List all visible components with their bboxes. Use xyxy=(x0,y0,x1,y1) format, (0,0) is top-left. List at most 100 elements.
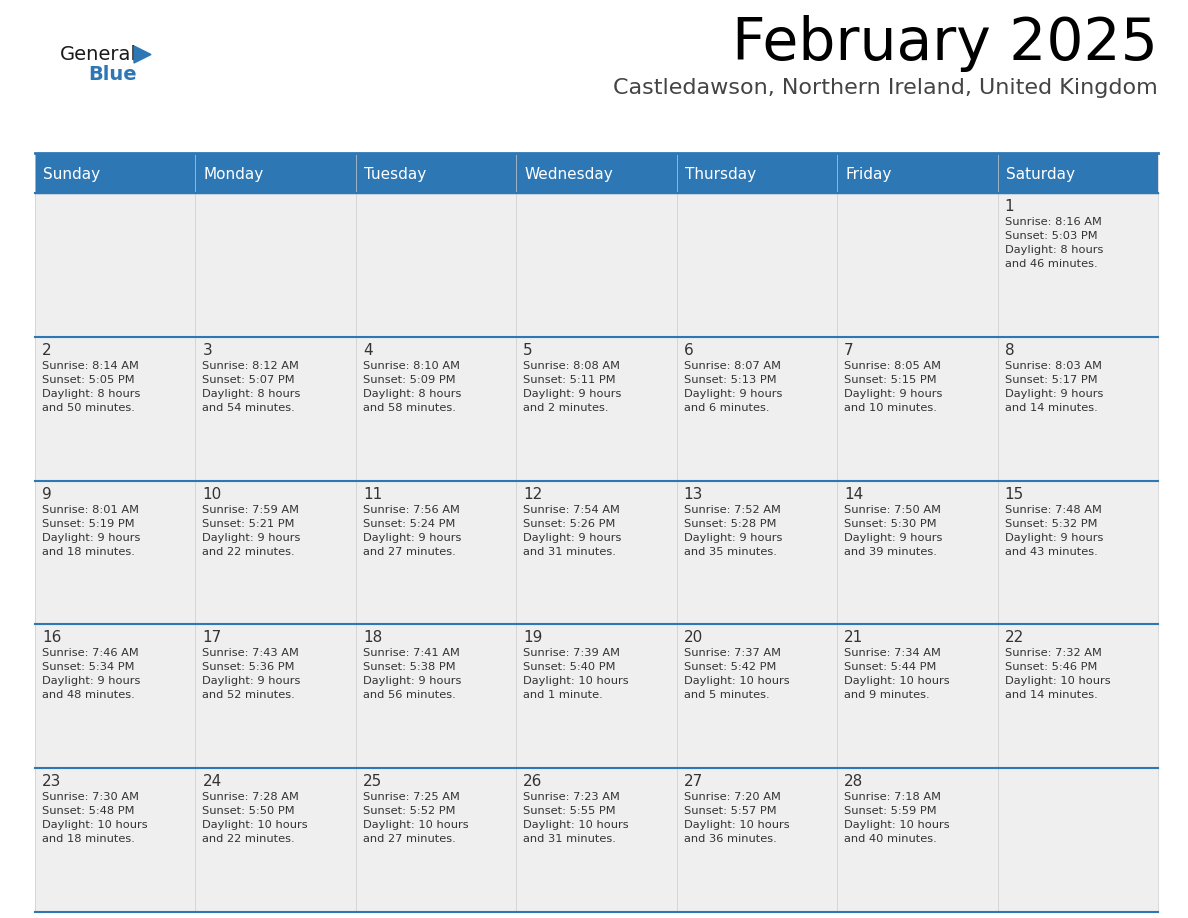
Text: 19: 19 xyxy=(523,631,543,645)
Bar xyxy=(196,337,356,481)
Text: 4: 4 xyxy=(362,342,373,358)
Bar xyxy=(356,768,517,912)
Bar xyxy=(517,481,677,624)
Text: 28: 28 xyxy=(845,774,864,789)
Text: Sunrise: 7:50 AM
Sunset: 5:30 PM
Daylight: 9 hours
and 39 minutes.: Sunrise: 7:50 AM Sunset: 5:30 PM Dayligh… xyxy=(845,505,942,556)
Bar xyxy=(998,193,1158,337)
Bar xyxy=(356,337,517,481)
Text: Sunrise: 7:52 AM
Sunset: 5:28 PM
Daylight: 9 hours
and 35 minutes.: Sunrise: 7:52 AM Sunset: 5:28 PM Dayligh… xyxy=(684,505,782,556)
Bar xyxy=(677,624,838,768)
Bar xyxy=(356,481,517,624)
Text: 12: 12 xyxy=(523,487,543,501)
Text: Sunrise: 7:37 AM
Sunset: 5:42 PM
Daylight: 10 hours
and 5 minutes.: Sunrise: 7:37 AM Sunset: 5:42 PM Dayligh… xyxy=(684,648,789,700)
Bar xyxy=(998,481,1158,624)
Text: Tuesday: Tuesday xyxy=(364,166,426,182)
Bar xyxy=(838,337,998,481)
Text: 9: 9 xyxy=(42,487,52,501)
Text: Sunrise: 7:39 AM
Sunset: 5:40 PM
Daylight: 10 hours
and 1 minute.: Sunrise: 7:39 AM Sunset: 5:40 PM Dayligh… xyxy=(523,648,628,700)
Text: Friday: Friday xyxy=(845,166,891,182)
Bar xyxy=(196,624,356,768)
Text: Sunrise: 7:25 AM
Sunset: 5:52 PM
Daylight: 10 hours
and 27 minutes.: Sunrise: 7:25 AM Sunset: 5:52 PM Dayligh… xyxy=(362,792,468,845)
Text: Sunrise: 7:54 AM
Sunset: 5:26 PM
Daylight: 9 hours
and 31 minutes.: Sunrise: 7:54 AM Sunset: 5:26 PM Dayligh… xyxy=(523,505,621,556)
Text: General: General xyxy=(61,45,137,64)
Text: Sunrise: 7:34 AM
Sunset: 5:44 PM
Daylight: 10 hours
and 9 minutes.: Sunrise: 7:34 AM Sunset: 5:44 PM Dayligh… xyxy=(845,648,949,700)
Text: 26: 26 xyxy=(523,774,543,789)
Text: 11: 11 xyxy=(362,487,383,501)
Text: Thursday: Thursday xyxy=(684,166,756,182)
Text: 1: 1 xyxy=(1005,199,1015,214)
Text: Sunrise: 7:32 AM
Sunset: 5:46 PM
Daylight: 10 hours
and 14 minutes.: Sunrise: 7:32 AM Sunset: 5:46 PM Dayligh… xyxy=(1005,648,1111,700)
Bar xyxy=(34,337,196,481)
Text: Wednesday: Wednesday xyxy=(524,166,613,182)
Text: 15: 15 xyxy=(1005,487,1024,501)
Bar xyxy=(998,624,1158,768)
Text: 10: 10 xyxy=(202,487,222,501)
Text: Castledawson, Northern Ireland, United Kingdom: Castledawson, Northern Ireland, United K… xyxy=(613,78,1158,98)
Text: 5: 5 xyxy=(523,342,533,358)
Bar xyxy=(838,768,998,912)
Text: Saturday: Saturday xyxy=(1005,166,1075,182)
Text: 7: 7 xyxy=(845,342,854,358)
Bar xyxy=(34,624,196,768)
Polygon shape xyxy=(134,46,151,63)
Text: 6: 6 xyxy=(684,342,694,358)
Text: 17: 17 xyxy=(202,631,222,645)
Text: Sunday: Sunday xyxy=(43,166,100,182)
Bar xyxy=(998,768,1158,912)
Text: Sunrise: 7:23 AM
Sunset: 5:55 PM
Daylight: 10 hours
and 31 minutes.: Sunrise: 7:23 AM Sunset: 5:55 PM Dayligh… xyxy=(523,792,628,845)
Text: Sunrise: 8:16 AM
Sunset: 5:03 PM
Daylight: 8 hours
and 46 minutes.: Sunrise: 8:16 AM Sunset: 5:03 PM Dayligh… xyxy=(1005,217,1102,269)
Text: Blue: Blue xyxy=(88,65,137,84)
Text: Sunrise: 7:18 AM
Sunset: 5:59 PM
Daylight: 10 hours
and 40 minutes.: Sunrise: 7:18 AM Sunset: 5:59 PM Dayligh… xyxy=(845,792,949,845)
Text: 14: 14 xyxy=(845,487,864,501)
Bar xyxy=(677,768,838,912)
Text: Sunrise: 7:30 AM
Sunset: 5:48 PM
Daylight: 10 hours
and 18 minutes.: Sunrise: 7:30 AM Sunset: 5:48 PM Dayligh… xyxy=(42,792,147,845)
Text: Sunrise: 7:28 AM
Sunset: 5:50 PM
Daylight: 10 hours
and 22 minutes.: Sunrise: 7:28 AM Sunset: 5:50 PM Dayligh… xyxy=(202,792,308,845)
Bar xyxy=(34,768,196,912)
Bar xyxy=(517,624,677,768)
Text: February 2025: February 2025 xyxy=(732,15,1158,72)
Bar xyxy=(196,193,356,337)
Text: 13: 13 xyxy=(684,487,703,501)
Text: Sunrise: 7:20 AM
Sunset: 5:57 PM
Daylight: 10 hours
and 36 minutes.: Sunrise: 7:20 AM Sunset: 5:57 PM Dayligh… xyxy=(684,792,789,845)
Text: Sunrise: 8:01 AM
Sunset: 5:19 PM
Daylight: 9 hours
and 18 minutes.: Sunrise: 8:01 AM Sunset: 5:19 PM Dayligh… xyxy=(42,505,140,556)
Bar xyxy=(517,193,677,337)
Text: Sunrise: 7:56 AM
Sunset: 5:24 PM
Daylight: 9 hours
and 27 minutes.: Sunrise: 7:56 AM Sunset: 5:24 PM Dayligh… xyxy=(362,505,461,556)
Text: Sunrise: 8:10 AM
Sunset: 5:09 PM
Daylight: 8 hours
and 58 minutes.: Sunrise: 8:10 AM Sunset: 5:09 PM Dayligh… xyxy=(362,361,461,413)
Bar xyxy=(517,337,677,481)
Text: Sunrise: 7:48 AM
Sunset: 5:32 PM
Daylight: 9 hours
and 43 minutes.: Sunrise: 7:48 AM Sunset: 5:32 PM Dayligh… xyxy=(1005,505,1102,556)
Bar xyxy=(677,337,838,481)
Text: 24: 24 xyxy=(202,774,222,789)
Text: 8: 8 xyxy=(1005,342,1015,358)
Text: Sunrise: 7:59 AM
Sunset: 5:21 PM
Daylight: 9 hours
and 22 minutes.: Sunrise: 7:59 AM Sunset: 5:21 PM Dayligh… xyxy=(202,505,301,556)
Text: 16: 16 xyxy=(42,631,62,645)
Bar xyxy=(34,153,1158,193)
Text: 18: 18 xyxy=(362,631,383,645)
Text: 22: 22 xyxy=(1005,631,1024,645)
Text: Sunrise: 8:14 AM
Sunset: 5:05 PM
Daylight: 8 hours
and 50 minutes.: Sunrise: 8:14 AM Sunset: 5:05 PM Dayligh… xyxy=(42,361,140,413)
Bar xyxy=(677,481,838,624)
Text: Sunrise: 8:12 AM
Sunset: 5:07 PM
Daylight: 8 hours
and 54 minutes.: Sunrise: 8:12 AM Sunset: 5:07 PM Dayligh… xyxy=(202,361,301,413)
Text: 20: 20 xyxy=(684,631,703,645)
Bar xyxy=(838,481,998,624)
Text: Sunrise: 8:07 AM
Sunset: 5:13 PM
Daylight: 9 hours
and 6 minutes.: Sunrise: 8:07 AM Sunset: 5:13 PM Dayligh… xyxy=(684,361,782,413)
Text: 2: 2 xyxy=(42,342,51,358)
Text: Sunrise: 8:08 AM
Sunset: 5:11 PM
Daylight: 9 hours
and 2 minutes.: Sunrise: 8:08 AM Sunset: 5:11 PM Dayligh… xyxy=(523,361,621,413)
Text: Sunrise: 7:41 AM
Sunset: 5:38 PM
Daylight: 9 hours
and 56 minutes.: Sunrise: 7:41 AM Sunset: 5:38 PM Dayligh… xyxy=(362,648,461,700)
Text: Sunrise: 7:46 AM
Sunset: 5:34 PM
Daylight: 9 hours
and 48 minutes.: Sunrise: 7:46 AM Sunset: 5:34 PM Dayligh… xyxy=(42,648,140,700)
Text: Sunrise: 8:03 AM
Sunset: 5:17 PM
Daylight: 9 hours
and 14 minutes.: Sunrise: 8:03 AM Sunset: 5:17 PM Dayligh… xyxy=(1005,361,1102,413)
Text: 21: 21 xyxy=(845,631,864,645)
Text: Monday: Monday xyxy=(203,166,264,182)
Bar xyxy=(356,624,517,768)
Bar xyxy=(34,193,196,337)
Text: 25: 25 xyxy=(362,774,383,789)
Text: Sunrise: 8:05 AM
Sunset: 5:15 PM
Daylight: 9 hours
and 10 minutes.: Sunrise: 8:05 AM Sunset: 5:15 PM Dayligh… xyxy=(845,361,942,413)
Text: Sunrise: 7:43 AM
Sunset: 5:36 PM
Daylight: 9 hours
and 52 minutes.: Sunrise: 7:43 AM Sunset: 5:36 PM Dayligh… xyxy=(202,648,301,700)
Text: 3: 3 xyxy=(202,342,213,358)
Bar xyxy=(196,481,356,624)
Text: 27: 27 xyxy=(684,774,703,789)
Bar xyxy=(196,768,356,912)
Bar xyxy=(677,193,838,337)
Bar xyxy=(998,337,1158,481)
Bar xyxy=(838,624,998,768)
Text: 23: 23 xyxy=(42,774,62,789)
